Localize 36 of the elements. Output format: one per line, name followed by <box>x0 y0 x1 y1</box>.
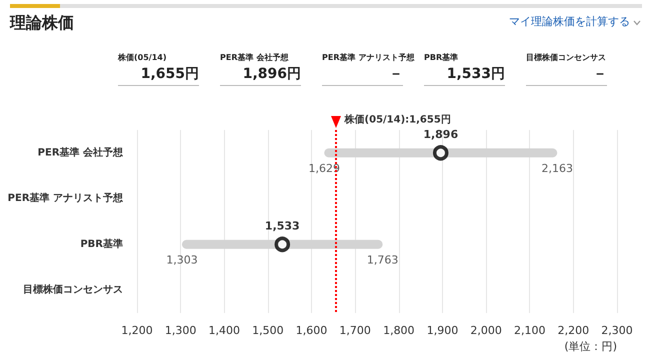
x-tick-label: 2,300 <box>601 324 633 337</box>
x-tick-label: 2,100 <box>514 324 546 337</box>
text: 株価(05/14) <box>118 52 168 63</box>
annotation: 1,303 <box>166 253 198 266</box>
x-tick-label: 1,500 <box>252 324 284 337</box>
text: － <box>592 65 607 83</box>
text: PER基準 会社予想 <box>220 52 290 63</box>
y-tick-label: PER基準 会社予想 <box>38 146 124 158</box>
text: 1,533円 <box>446 65 505 83</box>
text: マイ理論株価を計算する <box>509 14 630 29</box>
x-tick-label: 1,200 <box>121 324 153 337</box>
text: 1,896円 <box>242 65 301 83</box>
text: － <box>388 65 403 83</box>
annotation: 2,163 <box>541 162 573 175</box>
x-tick-label: 2,200 <box>558 324 590 337</box>
x-tick-label: 2,000 <box>470 324 502 337</box>
y-tick-label: 目標株価コンセンサス <box>23 284 123 296</box>
x-tick-label: 1,600 <box>296 324 328 337</box>
x-tick-label: 1,800 <box>383 324 415 337</box>
data-label: 1,896 <box>423 128 458 142</box>
x-axis-title: (単位：円) <box>564 340 617 352</box>
text: PBR基準 <box>424 52 460 63</box>
text: PER基準 アナリスト予想 <box>322 52 414 63</box>
data-label: 1,533 <box>264 220 300 233</box>
x-tick-label: 1,400 <box>208 324 240 337</box>
x-tick-label: 1,300 <box>164 324 196 337</box>
y-tick-label: PBR基準 <box>80 238 123 250</box>
chart-title: 理論株価 <box>10 13 74 34</box>
x-tick-label: 1,900 <box>426 324 458 337</box>
x-tick-label: 1,700 <box>339 324 371 337</box>
annotation: 1,763 <box>366 253 398 266</box>
legend-label: 株価(05/14):1,655円 <box>344 114 451 126</box>
annotation: 1,629 <box>308 162 340 175</box>
y-tick-label: PER基準 アナリスト予想 <box>8 192 124 204</box>
text: 1,655円 <box>140 65 199 83</box>
text: 目標株価コンセンサス <box>526 52 607 63</box>
